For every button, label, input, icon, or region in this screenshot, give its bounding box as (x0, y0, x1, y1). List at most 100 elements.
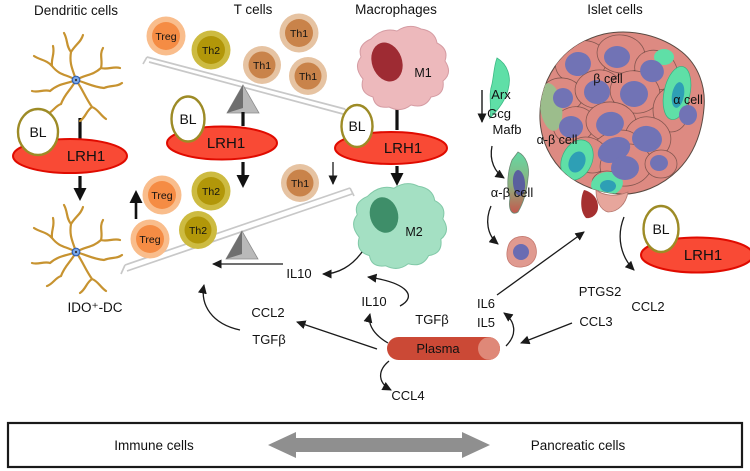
lrh1-label: LRH1 (207, 135, 245, 152)
gcg-label: Gcg (487, 106, 511, 121)
lrh1-to-ptgs2-arrow (619, 216, 635, 271)
seesaw-beam (120, 187, 355, 275)
dendritic-cell-icon (30, 31, 124, 123)
seesaw-fulcrum (226, 84, 260, 114)
m1-nucleus (371, 42, 403, 82)
lrh1-label: LRH1 (384, 140, 422, 157)
precursor-to-transition-arrow (490, 145, 505, 179)
islet-cells (539, 34, 697, 195)
treg-cell: Treg (146, 16, 186, 56)
th1-label: Th1 (291, 178, 309, 190)
th2-label: Th2 (202, 186, 220, 198)
islet-nuclei (553, 46, 697, 180)
bl-label: BL (348, 118, 365, 134)
treg-inner (136, 225, 164, 253)
plasma-endcap (478, 337, 500, 360)
th2-label: Th2 (202, 45, 220, 57)
lrh1-complex-macrophages: BL LRH1 (334, 103, 448, 165)
transdifferentiation-pathway: Arx Gcg Mafb α-β cell (477, 57, 537, 268)
th2-inner (184, 216, 212, 244)
treg-label: Treg (151, 190, 172, 202)
m2-nucleus (369, 197, 399, 233)
title-islet-cells: Islet cells (587, 2, 643, 17)
ido-dc-label: IDO⁺-DC (67, 300, 122, 315)
m2-body (353, 183, 448, 269)
ptgs2-label: PTGS2 (579, 284, 622, 299)
treg-inner (152, 22, 180, 50)
islet-bottom-tip (595, 189, 629, 213)
title-dendritic-cells: Dendritic cells (34, 3, 118, 18)
new-beta-cell-nucleus (513, 244, 529, 260)
tcell-circles-before: Treg Th2 Th1 Th1 Th1 (146, 13, 327, 95)
bl-ligand (16, 107, 60, 157)
mafb-label: Mafb (493, 122, 522, 137)
bl-ligand (170, 95, 206, 143)
lrh1-complex-islet: BL LRH1 (640, 204, 750, 274)
tcell-circles-after: Treg Th2 Treg Th2 Th1 (130, 162, 338, 259)
th1-inner (248, 51, 276, 79)
bl-ligand (340, 103, 374, 149)
th2-cell: Th2 (179, 211, 217, 249)
il10-label-tcells: IL10 (286, 266, 311, 281)
treg-inner (148, 181, 176, 209)
m1-body (356, 25, 450, 111)
th1-cell: Th1 (279, 13, 319, 53)
m2-macrophage: M2 (353, 183, 448, 269)
bl-label: BL (652, 221, 669, 237)
plasma-capsule: Plasma (387, 337, 500, 360)
treg-label: Treg (139, 234, 160, 246)
seesaw-beam (142, 56, 353, 123)
th1-label: Th1 (290, 28, 308, 40)
islet-darkred-cell (581, 190, 598, 219)
il10-to-m2-arrow (367, 273, 410, 307)
footer-immune-cells: Immune cells (114, 438, 194, 453)
footer-legend: Immune cells Pancreatic cells (6, 421, 744, 469)
m1-label: M1 (414, 66, 431, 80)
th1-cell: Th1 (289, 57, 327, 95)
th1-inner (285, 19, 313, 47)
th1-label: Th1 (253, 60, 271, 72)
tcell-seesaw-after (120, 187, 355, 275)
plasma-to-ccl2-arrow (296, 320, 378, 350)
signaling-arrows (197, 216, 635, 391)
th1-inner (286, 169, 314, 197)
th1-cell: Th1 (281, 164, 319, 202)
plasma-to-il10-arrow (363, 313, 389, 344)
th2-inner (197, 36, 225, 64)
bl-ligand (642, 204, 680, 254)
transition-cell-nucleus (512, 170, 526, 196)
th1-inner (294, 62, 322, 90)
il10-label-plasma: IL10 (361, 294, 386, 309)
il6-to-islet-arrow (496, 231, 585, 296)
treg-label: Treg (155, 31, 176, 43)
m1-macrophage: M1 (356, 25, 450, 111)
th1-label: Th1 (299, 71, 317, 83)
treg-cell: Treg (142, 175, 182, 215)
plasma-label: Plasma (416, 341, 460, 356)
th2-cell: Th2 (191, 30, 231, 70)
alpha-precursor-cell (489, 57, 510, 120)
ccl3-to-plasma-arrow (520, 322, 573, 345)
arx-label: Arx (491, 87, 511, 102)
flow-arrows (73, 108, 404, 219)
il5-label: IL5 (477, 315, 495, 330)
treg-cell: Treg (130, 219, 170, 259)
th2-label: Th2 (189, 225, 207, 237)
ido-dendritic-cell-icon (30, 203, 124, 295)
title-t-cells: T cells (234, 2, 273, 17)
m2-to-il10-arrow (322, 251, 363, 279)
il6-label: IL6 (477, 296, 495, 311)
alpha-beta-free-label: α-β cell (491, 185, 534, 200)
m2-label: M2 (405, 225, 422, 239)
footer-box (6, 421, 744, 469)
lrh1-label: LRH1 (67, 148, 105, 165)
title-macrophages: Macrophages (355, 2, 437, 17)
alpha-cell-label: α cell (673, 93, 702, 107)
tgfb-label-left: TGFβ (252, 332, 285, 347)
th2-cell: Th2 (191, 171, 231, 211)
alpha-nuclei (568, 82, 685, 192)
bl-label: BL (29, 124, 46, 140)
islet-cluster: β cell α cell α-β cell (537, 31, 705, 219)
